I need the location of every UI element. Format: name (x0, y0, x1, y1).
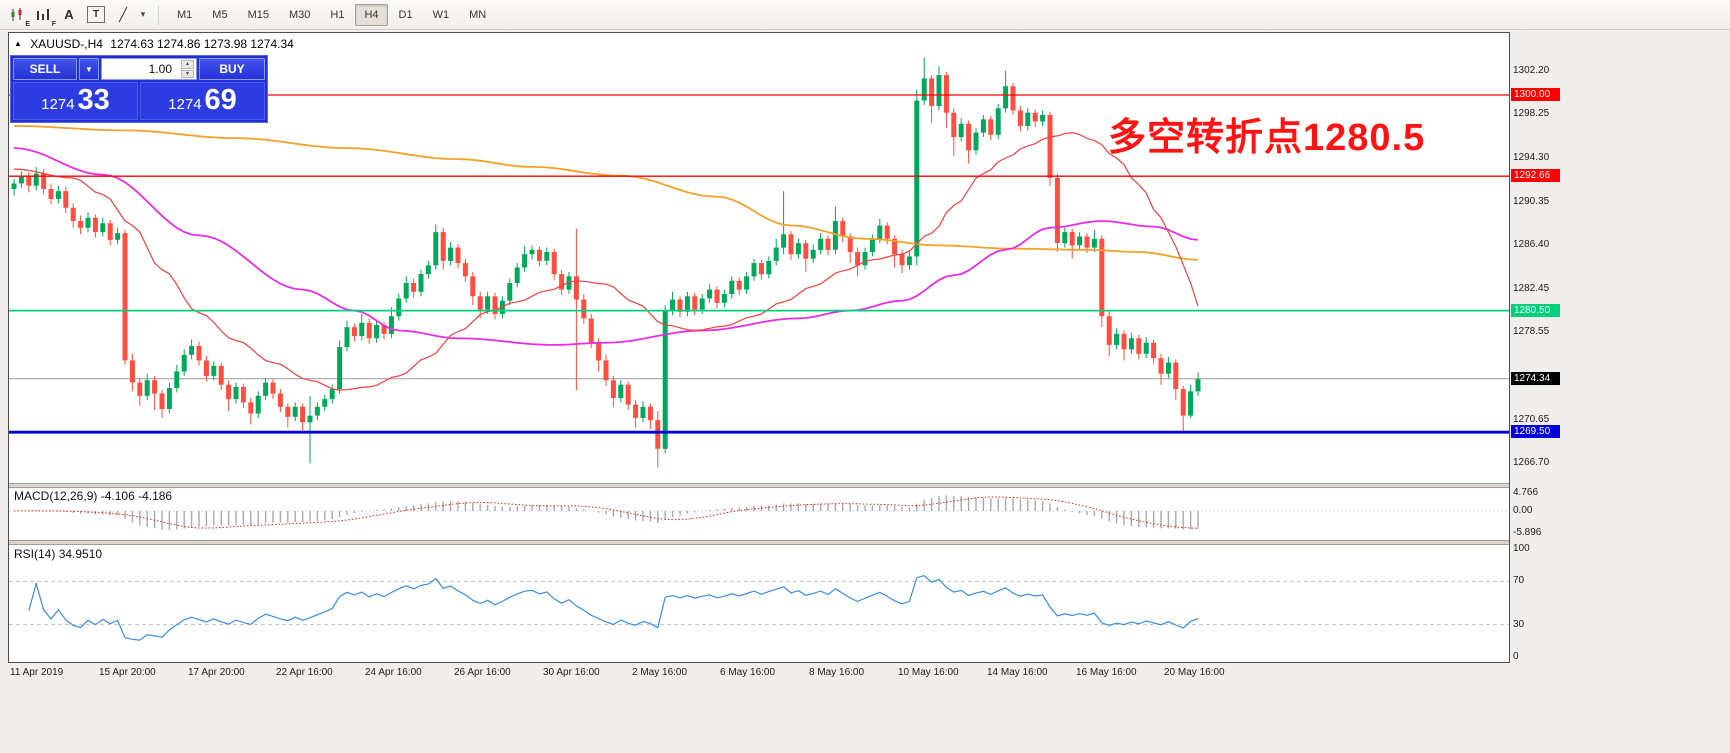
timeframe-m5[interactable]: M5 (203, 4, 236, 26)
timeframe-h1[interactable]: H1 (321, 4, 353, 26)
timeframe-w1[interactable]: W1 (424, 4, 459, 26)
rsi-axis-label: 0 (1513, 651, 1519, 662)
timeframe-mn[interactable]: MN (460, 4, 495, 26)
drawing-tools-dropdown-icon[interactable]: ▾ (140, 9, 146, 19)
price-tick: 1266.70 (1513, 457, 1550, 468)
macd-values: -4.106 -4.186 (100, 489, 173, 503)
volume-spinner: ▲ ▼ (181, 60, 194, 78)
rsi-axis-label: 70 (1513, 575, 1525, 586)
time-label: 10 May 16:00 (898, 667, 959, 678)
buy-price[interactable]: 1274 69 (140, 82, 265, 120)
trendline-tool-icon[interactable]: ╱ (119, 6, 127, 22)
price-tick: 1270.65 (1513, 414, 1550, 425)
sell-price-big: 33 (77, 84, 110, 116)
volume-field: ▲ ▼ (101, 58, 197, 80)
buy-price-small: 1274 (168, 96, 202, 113)
price-tick: 1286.40 (1513, 239, 1550, 250)
price-tick: 1282.45 (1513, 283, 1550, 294)
price-axis[interactable] (1510, 32, 1730, 663)
symbol-triangle-icon: ▲ (14, 39, 22, 48)
macd-title: MACD(12,26,9) -4.106 -4.186 (14, 489, 172, 503)
time-label: 6 May 16:00 (720, 667, 776, 678)
text-label-icon[interactable]: T (87, 6, 105, 23)
price-line-label-1300.00: 1300.00 (1511, 88, 1560, 101)
time-label: 8 May 16:00 (809, 667, 865, 678)
price-line-label-1280.50: 1280.50 (1511, 304, 1560, 317)
bar-chart-icon[interactable]: F (37, 8, 56, 28)
macd-axis-label: 4.766 (1513, 487, 1539, 498)
time-label: 11 Apr 2019 (10, 667, 64, 678)
time-label: 30 Apr 16:00 (543, 667, 600, 678)
macd-axis-label: 0.00 (1513, 505, 1533, 516)
price-tick: 1302.20 (1513, 65, 1550, 76)
symbol-name: XAUUSD-,H4 (30, 37, 103, 51)
timeframe-h4[interactable]: H4 (355, 3, 388, 26)
time-label: 16 May 16:00 (1076, 667, 1137, 678)
buy-button[interactable]: BUY (199, 58, 265, 80)
sell-price-small: 1274 (41, 96, 75, 113)
price-tick: 1298.25 (1513, 108, 1550, 119)
font-annotation-icon[interactable]: A (64, 7, 74, 22)
price-line-label-1292.66: 1292.66 (1511, 169, 1560, 182)
time-label: 17 Apr 20:00 (188, 667, 245, 678)
timeframe-m1[interactable]: M1 (168, 4, 201, 26)
symbol-info-line: ▲ XAUUSD-,H4 1274.63 1274.86 1273.98 127… (14, 37, 298, 51)
timeframe-buttons: M1 M5 M15 M30 H1 H4 D1 W1 MN (167, 3, 496, 26)
current-price-label: 1274.34 (1511, 372, 1560, 385)
panel-splitter-1[interactable] (9, 483, 1509, 488)
trend-annotation: 多空转折点1280.5 (1108, 117, 1426, 159)
sell-price[interactable]: 1274 33 (13, 82, 138, 120)
volume-decrease-button[interactable]: ▼ (181, 69, 194, 78)
volume-input[interactable] (102, 59, 196, 79)
ohlc-values: 1274.63 1274.86 1273.98 1274.34 (110, 37, 294, 51)
one-click-trading-panel: SELL ▼ ▲ ▼ BUY 1274 33 1274 69 (10, 55, 268, 123)
timeframe-m15[interactable]: M15 (239, 4, 278, 26)
macd-panel[interactable] (9, 488, 1509, 540)
timeframe-m30[interactable]: M30 (280, 4, 319, 26)
price-tick: 1278.55 (1513, 326, 1550, 337)
price-tick: 1290.35 (1513, 196, 1550, 207)
panel-splitter-2[interactable] (9, 540, 1509, 545)
volume-increase-button[interactable]: ▲ (181, 60, 194, 69)
time-label: 2 May 16:00 (632, 667, 688, 678)
buy-price-big: 69 (204, 84, 237, 116)
time-label: 24 Apr 16:00 (365, 667, 422, 678)
time-label: 22 Apr 16:00 (276, 667, 333, 678)
rsi-axis-label: 100 (1513, 543, 1530, 554)
time-label: 20 May 16:00 (1164, 667, 1225, 678)
macd-name: MACD(12,26,9) (14, 489, 98, 503)
price-line-label-1269.50: 1269.50 (1511, 425, 1560, 438)
rsi-panel[interactable] (9, 545, 1509, 662)
volume-dropdown-button[interactable]: ▼ (79, 58, 99, 80)
rsi-name: RSI(14) (14, 547, 56, 561)
time-label: 14 May 16:00 (987, 667, 1048, 678)
rsi-title: RSI(14) 34.9510 (14, 547, 102, 561)
rsi-axis-label: 30 (1513, 619, 1525, 630)
macd-axis-label: -5.896 (1513, 527, 1542, 538)
time-label: 26 Apr 16:00 (454, 667, 511, 678)
toolbar-separator (158, 4, 159, 25)
timeframe-d1[interactable]: D1 (390, 4, 422, 26)
sell-button[interactable]: SELL (13, 58, 77, 80)
price-tick: 1294.30 (1513, 152, 1550, 163)
candlestick-chart-icon[interactable]: E (6, 4, 30, 28)
rsi-value: 34.9510 (58, 547, 103, 561)
toolbar-icons: E F A T ╱ ▾ (4, 4, 150, 28)
toolbar: E F A T ╱ ▾ M1 M5 M15 M30 H1 H4 D1 W1 MN (0, 0, 1730, 30)
time-label: 15 Apr 20:00 (99, 667, 156, 678)
